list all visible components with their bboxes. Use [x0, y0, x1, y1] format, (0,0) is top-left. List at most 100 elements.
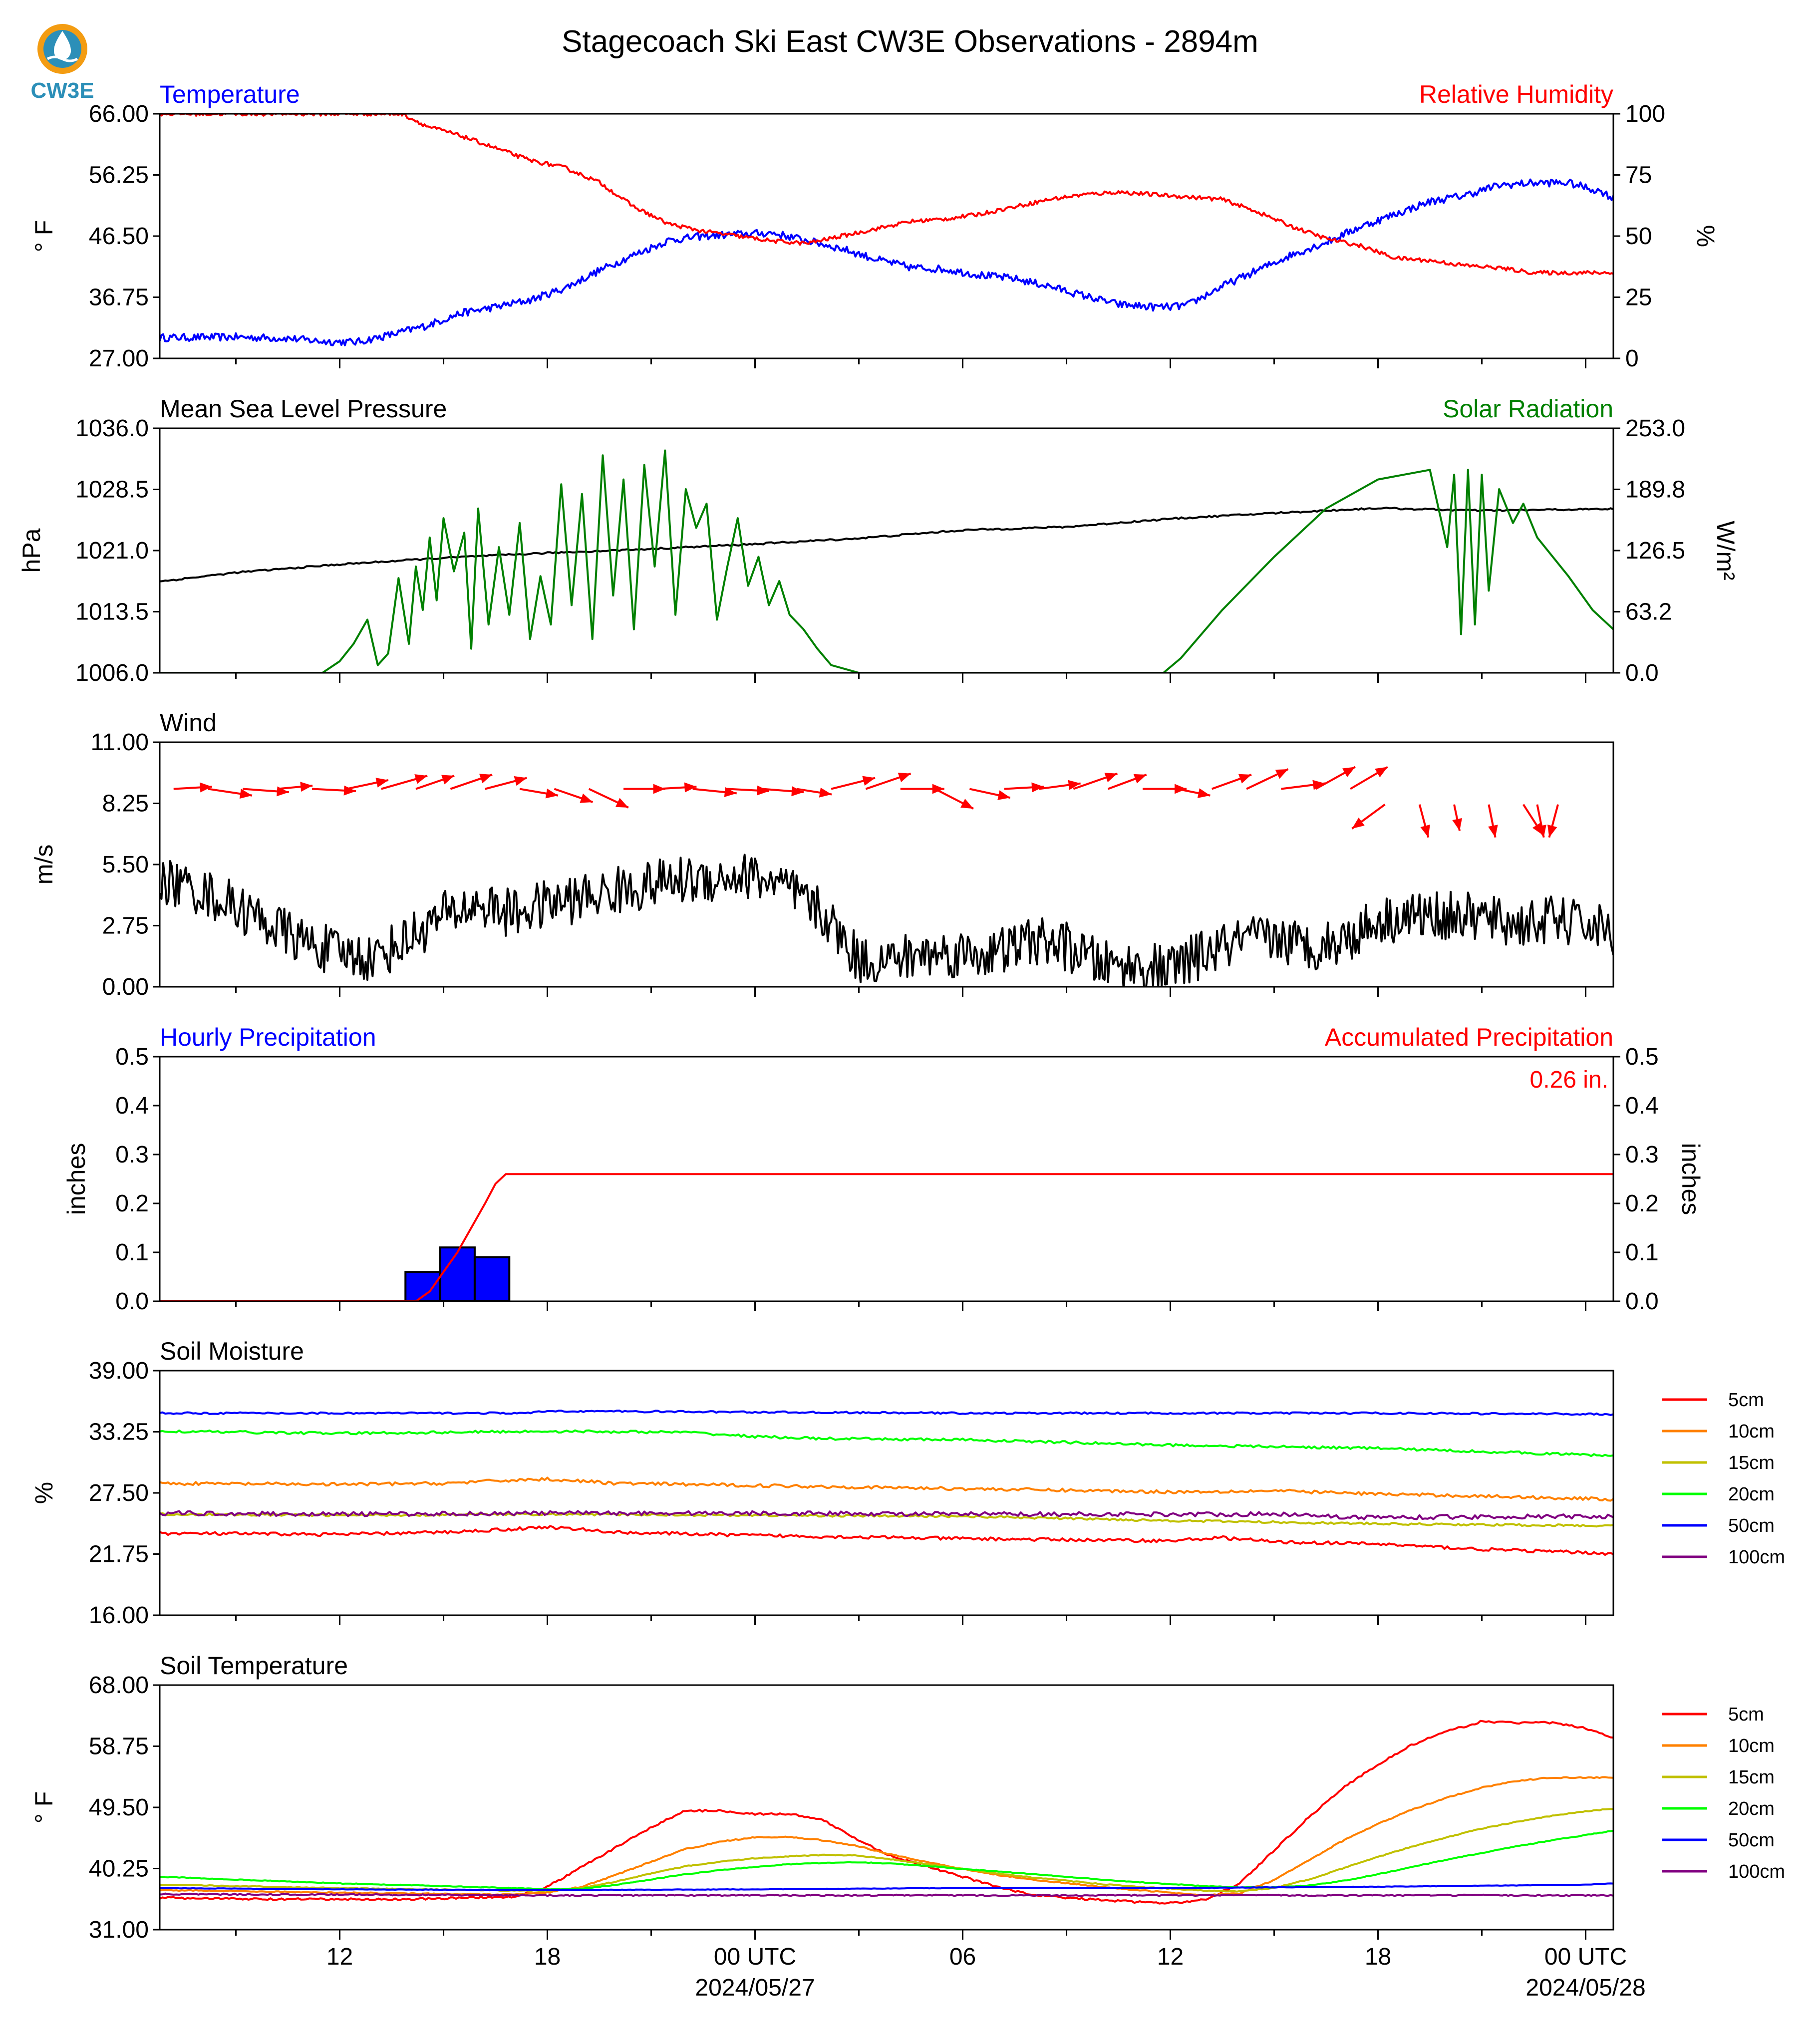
- y-tick-label-left: 2.75: [102, 913, 149, 939]
- wind-arrow-head: [1547, 824, 1557, 838]
- panel-title-left: Mean Sea Level Pressure: [160, 395, 447, 423]
- y-tick-label-left: 66.00: [89, 101, 149, 127]
- x-axis-labels: 12 18 00 UTC 2024/05/27 06 12 18 00 UTC 2024/05/…: [326, 1944, 1646, 2001]
- logo: CW3E: [30, 24, 94, 103]
- y-tick-label-left: 1021.0: [75, 538, 149, 564]
- panel-title-right: Relative Humidity: [1419, 80, 1613, 108]
- y-tick-label-left: 1036.0: [75, 415, 149, 442]
- wind-arrow-head: [200, 782, 212, 793]
- y-tick-label-right: 0.3: [1625, 1142, 1659, 1168]
- panel-frame: [159, 427, 1614, 674]
- panel-frame: [159, 1370, 1614, 1616]
- wind-arrow-head: [1238, 774, 1251, 784]
- x-tick-label: 00 UTC: [714, 1944, 796, 1970]
- panel-wind: Wind 0.00 2.75 5.50 8.25 11.00 m/s: [30, 709, 1614, 1000]
- y-tick-label-left: 5.50: [102, 852, 149, 878]
- series-line-100cm: [160, 1892, 1613, 1897]
- y-tick-label-left: 11.00: [90, 729, 149, 756]
- y-tick-label-right: 0.2: [1625, 1190, 1659, 1217]
- wind-arrow-head: [239, 789, 253, 799]
- wind-arrow-head: [1488, 825, 1498, 838]
- wind-arrow-head: [514, 776, 527, 786]
- series-line-15cm: [160, 1512, 1613, 1528]
- panel-title-left: Wind: [160, 709, 217, 737]
- panel-title-left: Hourly Precipitation: [160, 1023, 376, 1051]
- y-tick-label-right: 0: [1625, 345, 1639, 372]
- y-tick-label-left: 0.00: [102, 974, 149, 1000]
- legend-label: 50cm: [1728, 1515, 1775, 1536]
- series-line-5cm: [160, 1525, 1613, 1556]
- panel-title-left: Soil Temperature: [160, 1652, 348, 1680]
- wind-arrow-head: [300, 782, 313, 792]
- y-axis-label-left: m/s: [30, 845, 58, 885]
- wind-arrow-head: [1275, 769, 1288, 779]
- panel-frame: [159, 1684, 1614, 1931]
- y-tick-label-left: 1006.0: [75, 660, 149, 686]
- wind-arrow-head: [1031, 782, 1044, 793]
- panel-pressure_solar: Mean Sea Level Pressure Solar Radiation 10…: [17, 395, 1740, 686]
- y-axis-label-left: ° F: [30, 1791, 58, 1823]
- precip-bar: [439, 1246, 476, 1301]
- y-tick-label-right: 0.1: [1625, 1239, 1659, 1266]
- legend-label: 20cm: [1728, 1798, 1775, 1819]
- page-title: Stagecoach Ski East CW3E Observations - …: [562, 24, 1258, 59]
- wind-arrow-head: [791, 786, 804, 797]
- x-tick-label: 12: [1157, 1944, 1184, 1970]
- wind-arrow-head: [414, 774, 428, 784]
- legend-label: 5cm: [1728, 1390, 1764, 1411]
- y-tick-label-left: 1028.5: [75, 477, 149, 503]
- wind-arrow-head: [1420, 824, 1430, 838]
- x-tick-label: 00 UTC: [1544, 1944, 1627, 1970]
- x-date-label: 2024/05/28: [1525, 1975, 1645, 2001]
- panel-frame: [159, 1056, 1614, 1302]
- x-tick-label: 18: [534, 1944, 561, 1970]
- plot-area: [160, 1720, 1613, 1905]
- y-tick-label-right: 0.0: [1625, 660, 1659, 686]
- y-tick-label-left: 33.25: [89, 1419, 149, 1446]
- y-tick-label-right: 126.5: [1625, 538, 1685, 564]
- y-tick-label-right: 0.5: [1625, 1044, 1659, 1070]
- series-line-15cm: [160, 1808, 1613, 1893]
- wind-arrow-head: [1452, 818, 1462, 831]
- y-tick-label-left: 0.0: [115, 1288, 149, 1315]
- x-tick-label: 18: [1365, 1944, 1391, 1970]
- plot-area: [160, 1410, 1613, 1556]
- y-tick-label-left: 31.00: [89, 1917, 149, 1943]
- y-axis-label-right: inches: [1677, 1143, 1705, 1215]
- wind-arrow-head: [684, 782, 697, 793]
- y-tick-label-left: 0.2: [115, 1190, 149, 1217]
- x-date-label: 2024/05/27: [695, 1975, 815, 2001]
- y-axis-label-left: ° F: [30, 220, 58, 252]
- series-line-50cm: [160, 1882, 1613, 1891]
- y-tick-label-left: 58.75: [89, 1734, 149, 1760]
- y-axis-label-left: inches: [62, 1143, 90, 1215]
- series-line-100cm: [160, 1510, 1613, 1520]
- wind-arrow-head: [441, 775, 455, 785]
- legend-label: 10cm: [1728, 1736, 1775, 1756]
- panel-soil_moisture: Soil Moisture 16.00 21.75 27.50 33.25 39.00% 5…: [30, 1337, 1785, 1629]
- plot-area: [160, 854, 1613, 987]
- y-tick-label-left: 39.00: [89, 1358, 149, 1384]
- panel-frame: [159, 113, 1614, 359]
- cw3e-logo-icon: [37, 24, 87, 74]
- y-axis-label-left: hPa: [17, 528, 45, 573]
- wind-arrow-head: [1133, 774, 1147, 784]
- y-tick-label-right: 0.0: [1625, 1288, 1659, 1315]
- wind-arrow-head: [615, 798, 628, 808]
- y-tick-label-left: 16.00: [89, 1602, 149, 1629]
- plot-area: [160, 114, 1613, 346]
- series-line-wind: [160, 854, 1613, 987]
- wind-arrow-head: [545, 788, 559, 799]
- wind-arrow-head: [757, 785, 769, 796]
- logo-text: CW3E: [30, 78, 94, 103]
- series-line-accumulated-precipitation: [160, 1173, 1613, 1301]
- series-line-5cm: [160, 1720, 1613, 1905]
- panel-title-left: Temperature: [160, 80, 300, 108]
- y-tick-label-right: 75: [1625, 162, 1652, 189]
- panel-title-right: Solar Radiation: [1443, 395, 1613, 423]
- panels: Temperature Relative Humidity 27.00 36.75 46…: [17, 80, 1785, 2001]
- panel-title-left: Soil Moisture: [160, 1337, 304, 1365]
- wind-arrow-head: [1104, 773, 1118, 783]
- wind-arrow-head: [898, 773, 911, 782]
